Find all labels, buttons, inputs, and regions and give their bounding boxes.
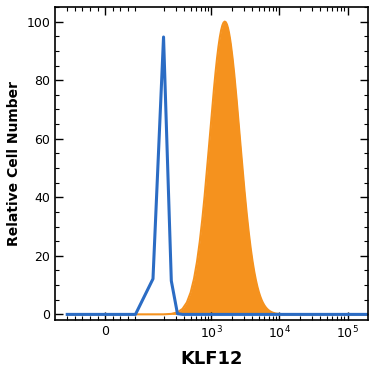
Y-axis label: Relative Cell Number: Relative Cell Number bbox=[7, 81, 21, 246]
X-axis label: KLF12: KLF12 bbox=[180, 350, 243, 368]
